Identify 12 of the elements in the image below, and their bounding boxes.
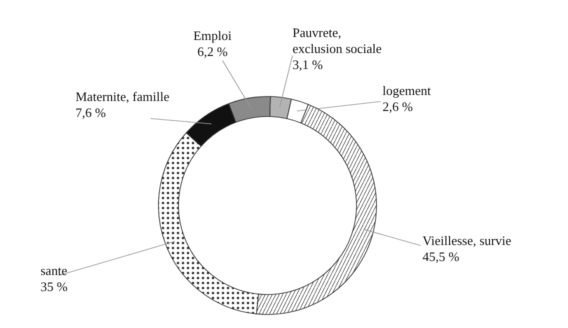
slice-label: sante bbox=[40, 263, 68, 278]
slice-label: logement bbox=[382, 83, 432, 98]
data-label: 35 % bbox=[40, 279, 68, 294]
data-label: 7,6 % bbox=[76, 105, 106, 120]
data-label: 6,2 % bbox=[197, 44, 228, 59]
slice-label: Maternite, famille bbox=[76, 89, 170, 104]
slice-label: Emploi bbox=[193, 28, 232, 43]
data-label: 3,1 % bbox=[292, 57, 323, 72]
slice-label: Vieillesse, survie bbox=[422, 233, 512, 248]
data-label: 45,5 % bbox=[422, 249, 460, 264]
slice-label: Pauvrete, exclusion sociale bbox=[292, 25, 382, 56]
data-label: 2,6 % bbox=[382, 99, 413, 114]
